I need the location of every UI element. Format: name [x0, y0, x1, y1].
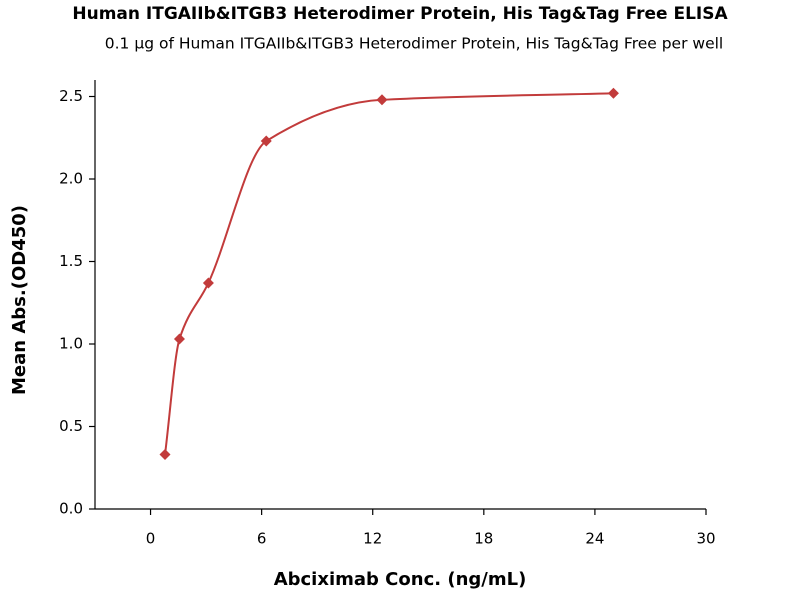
- y-tick-label: 2.0: [59, 170, 83, 188]
- data-point: [173, 333, 185, 345]
- x-tick-label: 30: [696, 530, 715, 548]
- y-tick-label: 1.0: [59, 335, 83, 353]
- data-point: [607, 87, 619, 99]
- data-point: [159, 449, 171, 461]
- x-axis-label: Abciximab Conc. (ng/mL): [274, 569, 527, 590]
- x-tick-label: 6: [257, 530, 267, 548]
- chart-title: Human ITGAIIb&ITGB3 Heterodimer Protein,…: [72, 4, 728, 24]
- x-tick-label: 12: [363, 530, 382, 548]
- y-tick-label: 0.0: [59, 500, 83, 518]
- data-point: [260, 135, 272, 147]
- x-tick-label: 18: [474, 530, 493, 548]
- chart-subtitle: 0.1 μg of Human ITGAIIb&ITGB3 Heterodime…: [105, 35, 723, 53]
- y-tick-label: 2.5: [59, 87, 83, 105]
- fit-curve: [164, 92, 614, 455]
- data-point: [202, 277, 214, 289]
- x-tick-label: 0: [146, 530, 156, 548]
- data-point: [376, 94, 388, 106]
- y-tick-label: 0.5: [59, 417, 83, 435]
- x-tick-label: 24: [585, 530, 604, 548]
- y-tick-label: 1.5: [59, 252, 83, 270]
- y-axis-label: Mean Abs.(OD450): [9, 205, 30, 395]
